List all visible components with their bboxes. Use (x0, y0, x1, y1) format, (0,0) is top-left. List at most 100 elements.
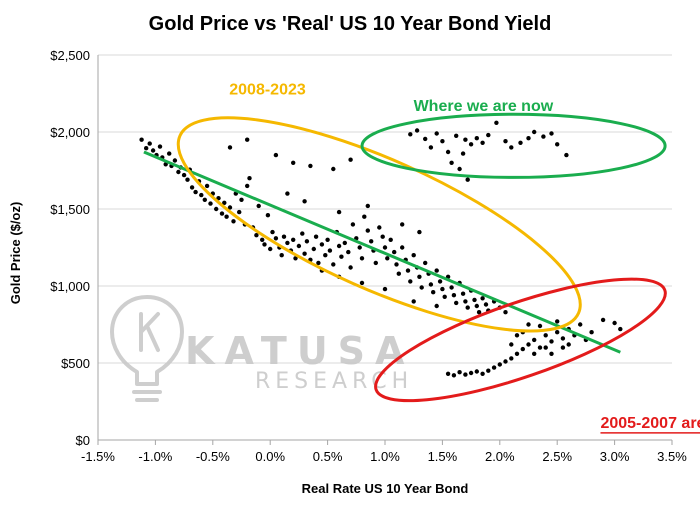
data-point (457, 166, 462, 172)
data-point (454, 133, 459, 138)
data-point (214, 206, 219, 212)
data-point (618, 326, 623, 332)
data-point (336, 209, 342, 215)
data-point (281, 234, 287, 239)
data-point (434, 303, 439, 309)
data-point (463, 299, 468, 304)
cluster-ellipse (374, 277, 667, 403)
data-point (394, 262, 399, 267)
x-tick-label: 3.5% (657, 449, 687, 464)
axes: $0 $500 $1,000 $1,500 $2,000 $2,500 -1.5% -1.0%… (50, 48, 687, 464)
data-point (302, 199, 307, 204)
data-point (465, 305, 470, 310)
data-point (491, 365, 497, 370)
data-point (247, 176, 252, 181)
data-point (189, 185, 195, 190)
data-point (296, 243, 302, 249)
data-point (423, 136, 428, 142)
data-point (486, 368, 491, 373)
data-point (414, 128, 420, 133)
data-point (468, 142, 474, 147)
gridlines (98, 54, 672, 364)
data-point (208, 201, 213, 206)
data-point (339, 254, 344, 259)
data-point (262, 242, 267, 247)
data-point (204, 183, 210, 189)
lightbulb-k-logo-icon (110, 295, 184, 402)
data-point (434, 268, 439, 273)
data-point (503, 310, 508, 315)
data-point (396, 271, 401, 276)
data-point (532, 351, 537, 356)
data-point (543, 345, 548, 350)
data-point (227, 145, 233, 150)
data-point (222, 200, 227, 205)
data-point (181, 172, 187, 178)
data-point (245, 137, 250, 142)
x-tick-label: -1.0% (138, 449, 172, 464)
data-point (392, 249, 397, 255)
data-point (537, 345, 543, 350)
data-point (445, 371, 451, 376)
data-point (437, 279, 443, 284)
data-point (451, 373, 457, 378)
data-point (518, 140, 523, 145)
y-tick-label: $1,500 (50, 202, 90, 217)
data-point (449, 160, 454, 165)
data-point (549, 339, 554, 344)
data-point (147, 141, 152, 146)
x-tick-label: 2.5% (542, 449, 572, 464)
data-point (560, 336, 566, 341)
x-tick-label: 1.5% (428, 449, 458, 464)
data-point (411, 253, 416, 258)
data-point (474, 303, 479, 309)
data-point (408, 279, 413, 284)
x-tick-label: 1.0% (370, 449, 400, 464)
data-point (385, 256, 390, 261)
data-point (167, 151, 172, 156)
data-point (555, 319, 560, 324)
data-point (150, 148, 156, 153)
data-point (285, 240, 290, 246)
data-point (543, 333, 548, 338)
watermark: KATUSA RESEARCH (110, 295, 408, 402)
data-point (319, 242, 325, 247)
data-point (279, 253, 284, 258)
data-point (463, 137, 468, 142)
data-point (472, 297, 477, 303)
data-point (463, 372, 468, 377)
cluster-label: 2008-2023 (229, 81, 306, 98)
cluster-label: 2005-2007 area (600, 415, 700, 432)
data-point (308, 163, 313, 169)
data-point (227, 205, 233, 210)
data-point (589, 330, 594, 335)
data-point (566, 342, 571, 347)
data-point (260, 237, 265, 242)
data-point (509, 356, 514, 361)
data-point (526, 136, 531, 141)
data-point (291, 237, 296, 242)
data-point (494, 120, 499, 126)
cluster-label: Where we are now (414, 98, 554, 115)
data-point (219, 211, 225, 216)
data-point (348, 265, 353, 270)
data-point (369, 239, 374, 244)
data-point (486, 132, 491, 138)
data-point (382, 286, 388, 292)
data-point (331, 262, 336, 267)
data-point (350, 222, 356, 227)
data-point (400, 245, 405, 250)
data-point (270, 229, 275, 235)
data-point (428, 145, 434, 150)
data-point (313, 234, 319, 239)
data-point (468, 370, 474, 376)
data-point (549, 131, 554, 136)
data-point (483, 302, 489, 307)
data-point (359, 280, 365, 286)
data-point (440, 139, 445, 144)
data-point (555, 330, 560, 335)
data-point (405, 268, 411, 273)
data-point (526, 342, 531, 347)
y-tick-label: $0 (76, 433, 90, 448)
data-point (346, 249, 351, 255)
